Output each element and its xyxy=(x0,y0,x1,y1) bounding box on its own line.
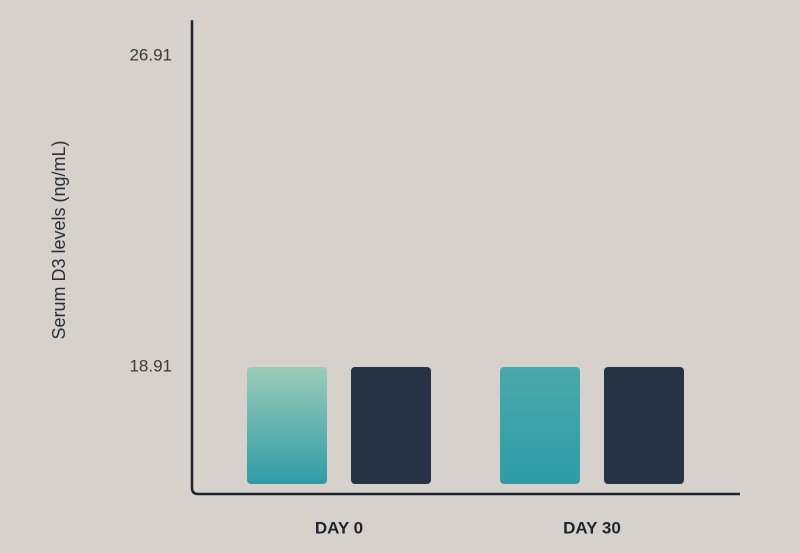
bar xyxy=(500,366,580,484)
bar xyxy=(351,366,431,484)
y-axis-label: Serum D3 levels (ng/mL) xyxy=(49,140,69,339)
bar xyxy=(247,366,327,484)
bar xyxy=(604,366,684,484)
y-tick-label: 26.91 xyxy=(129,45,172,64)
x-tick-label: DAY 0 xyxy=(315,518,363,537)
x-tick-label: DAY 30 xyxy=(563,518,621,537)
axes xyxy=(190,20,740,496)
y-tick-label: 18.91 xyxy=(129,356,172,375)
